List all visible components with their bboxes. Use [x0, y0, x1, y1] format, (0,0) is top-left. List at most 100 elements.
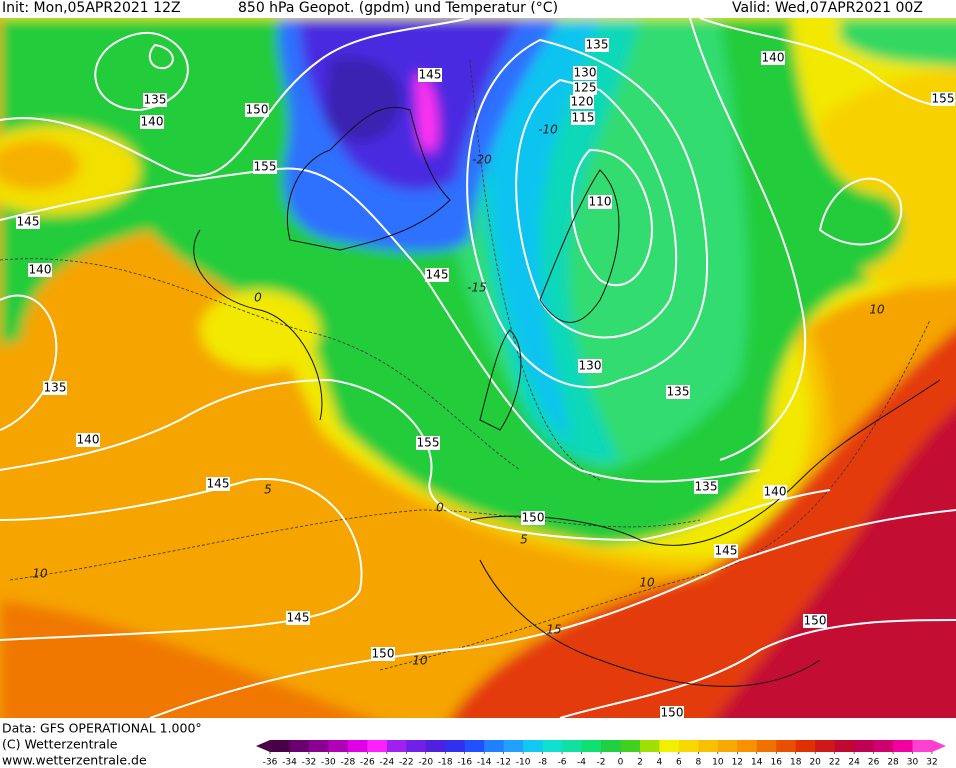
contour-label-box	[666, 385, 690, 399]
colorbar-tick-label: 24	[848, 758, 860, 768]
colorbar-tick-label: -26	[360, 758, 375, 768]
colorbar-tick-label: 26	[868, 758, 880, 768]
contour-label: 145	[715, 544, 738, 558]
colorbar-segment	[854, 740, 875, 752]
contour-label-box	[803, 614, 827, 628]
contour-label-box	[585, 38, 609, 52]
contour-label: 150	[246, 103, 269, 117]
colorbar-tick-label: 8	[695, 758, 701, 768]
contour-label: 130	[574, 66, 597, 80]
temperature-label: -10	[538, 123, 558, 137]
contour-label: 135	[667, 385, 690, 399]
colorbar-segment	[581, 740, 602, 752]
temperature-label: 5	[520, 533, 528, 547]
contour-label: 140	[77, 433, 100, 447]
colorbar-tick-label: 0	[618, 758, 624, 768]
colorbar-segment	[737, 740, 758, 752]
contour-label: 135	[586, 38, 609, 52]
colorbar-segment	[425, 740, 446, 752]
contour-label: 145	[17, 215, 40, 229]
contour-label: 140	[141, 115, 164, 129]
colorbar-segment	[912, 740, 933, 752]
colorbar-arrow-low	[256, 740, 270, 752]
colorbar-segment	[270, 740, 290, 752]
colorbar-segment	[562, 740, 583, 752]
contour-label: 150	[804, 614, 827, 628]
data-source: Data: GFS OPERATIONAL 1.000°	[2, 721, 202, 736]
colorbar-tick-label: -36	[263, 758, 278, 768]
temperature-label: 15	[546, 623, 561, 637]
contour-label-box	[16, 215, 40, 229]
contour-label: 140	[762, 51, 785, 65]
colorbar-tick-label: -12	[496, 758, 511, 768]
colorbar-segment	[659, 740, 680, 752]
colorbar-segment	[678, 740, 699, 752]
contour-label-box	[573, 81, 597, 95]
colorbar-tick-label: 30	[907, 758, 919, 768]
contour-label-box	[206, 477, 230, 491]
contour-label-box	[660, 706, 684, 720]
contour-label: 155	[932, 92, 955, 106]
colorbar-tick-label: -8	[538, 758, 547, 768]
colorbar-tick-label: -34	[282, 758, 297, 768]
colorbar-tick-label: 12	[732, 758, 743, 768]
contour-label-box	[416, 436, 440, 450]
colorbar-segment	[347, 740, 368, 752]
colorbar-segment	[406, 740, 427, 752]
colorbar-tick-label: 20	[809, 758, 821, 768]
colorbar-segment	[717, 740, 738, 752]
colorbar-segment	[834, 740, 855, 752]
colorbar-segment	[289, 740, 310, 752]
contour-label-box	[573, 66, 597, 80]
contour-label: 135	[44, 381, 67, 395]
colorbar-tick-label: 28	[887, 758, 899, 768]
colorbar-tick-label: -20	[418, 758, 433, 768]
contour-label: 140	[29, 263, 52, 277]
colorbar-tick-label: -24	[379, 758, 394, 768]
colorbar-segment	[328, 740, 349, 752]
map-title: 850 hPa Geopot. (gpdm) und Temperatur (°…	[238, 0, 558, 16]
copyright: (C) Wetterzentrale	[2, 737, 118, 752]
coastlines	[193, 106, 941, 687]
contour-label: 145	[207, 477, 230, 491]
colorbar-tick-label: -16	[457, 758, 472, 768]
colorbar-segment	[601, 740, 621, 752]
colorbar-tick-label: 2	[637, 758, 643, 768]
colorbar-segment	[756, 740, 777, 752]
colorbar-tick-label: 18	[790, 758, 802, 768]
colorbar-segment	[308, 740, 329, 752]
colorbar-tick-label: 32	[926, 758, 937, 768]
colorbar-tick-label: 4	[657, 758, 663, 768]
colorbar-tick-label: -30	[321, 758, 336, 768]
contour-label-box	[578, 359, 602, 373]
contour-label-box	[245, 103, 269, 117]
temperature-label: 10	[869, 303, 885, 317]
colorbar-segment	[445, 740, 466, 752]
temperature-label: -20	[472, 153, 492, 167]
contour-label: 135	[695, 480, 718, 494]
contour-label-box	[588, 195, 612, 209]
temperature-label: 10	[639, 576, 655, 590]
colorbar-segment	[698, 740, 719, 752]
contour-label-box	[140, 115, 164, 129]
colorbar-segment	[503, 740, 524, 752]
colorbar-tick-label: -32	[302, 758, 317, 768]
colorbar-segment	[367, 740, 388, 752]
temperature-label: 10	[32, 567, 48, 581]
contour-label-box	[571, 111, 595, 125]
contour-label: 135	[144, 93, 167, 107]
temperature-label: 10	[412, 654, 428, 668]
colorbar-segment	[795, 740, 816, 752]
colorbar-tick-label: -2	[597, 758, 606, 768]
colorbar-segment	[776, 740, 797, 752]
colorbar-tick-label: -22	[399, 758, 414, 768]
contour-label: 145	[426, 268, 449, 282]
temperature-field	[0, 18, 956, 718]
contour-label-box	[521, 511, 545, 525]
contour-label-box	[371, 647, 395, 661]
colorbar-tick-label: -28	[341, 758, 356, 768]
colorbar-tick-label: -10	[516, 758, 531, 768]
contour-label-box	[694, 480, 718, 494]
